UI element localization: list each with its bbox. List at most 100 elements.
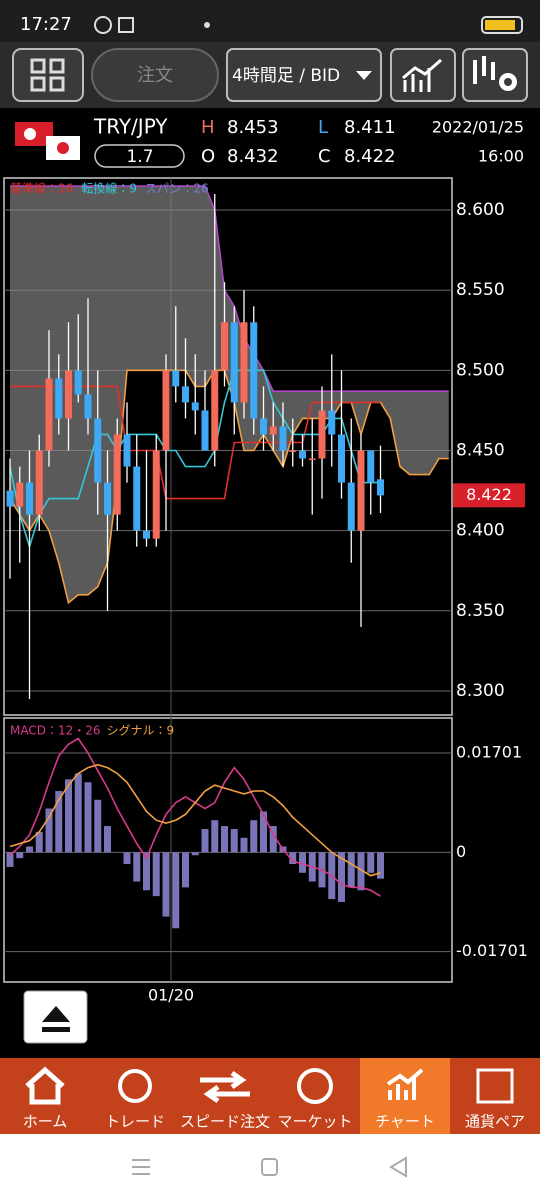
y-tick-label: -0.01701: [456, 941, 528, 960]
histogram-bar: [55, 791, 63, 853]
candle-body: [45, 378, 53, 451]
histogram-bar: [299, 852, 306, 873]
candle-body: [152, 450, 160, 539]
histogram-bar: [191, 852, 199, 856]
histogram-bar: [250, 820, 258, 853]
date: 2022/01/25: [432, 118, 524, 137]
histogram-bar: [367, 852, 375, 873]
legend-entry: 基準線：26: [10, 181, 73, 196]
chart-icon: [402, 58, 442, 92]
candle-body: [289, 450, 297, 453]
histogram-bar: [6, 852, 14, 867]
eject-icon: [42, 1006, 70, 1032]
histogram-bar: [16, 852, 24, 859]
timeframe-select[interactable]: [226, 48, 382, 102]
y-tick-label: 8.400: [456, 521, 505, 541]
histogram-bar: [104, 826, 111, 853]
flag-try-crescent: [24, 128, 36, 140]
nav-label: トレード: [105, 1113, 165, 1131]
flag-jpy-sun: [57, 142, 69, 154]
histogram-bar: [201, 828, 209, 853]
histogram-bar: [260, 811, 267, 853]
close-label: C: [318, 146, 331, 167]
y-tick-label: 0: [456, 842, 466, 861]
histogram-bar: [74, 773, 82, 853]
current-price-label: 8.422: [466, 485, 512, 504]
candle-body: [123, 434, 131, 467]
y-tick-label: 8.300: [456, 681, 505, 701]
candle-body: [133, 466, 141, 531]
candle-body: [279, 426, 287, 451]
histogram-bar: [65, 779, 72, 853]
candle-body: [113, 434, 121, 515]
spread: 1.7: [126, 147, 153, 167]
histogram-bar: [26, 846, 33, 853]
candle-body: [65, 370, 72, 419]
grid-icon: [30, 58, 65, 92]
histogram-bar: [123, 852, 131, 865]
low: 8.411: [344, 117, 396, 138]
candle-body: [182, 386, 189, 403]
current-price-box: [453, 483, 525, 508]
nav-label: ホーム: [23, 1113, 68, 1131]
candle-body: [328, 410, 336, 435]
candle-body: [94, 418, 102, 483]
histogram-bar: [338, 852, 345, 902]
candle-body: [221, 322, 228, 371]
nav-label: チャート: [375, 1113, 435, 1131]
status-time: 17:27: [20, 14, 72, 35]
high-label: H: [201, 117, 215, 138]
histogram-bar: [172, 852, 180, 929]
candle-body: [162, 370, 170, 451]
close: 8.422: [344, 146, 396, 167]
chart-type-button[interactable]: [390, 48, 456, 102]
candle-body: [338, 434, 345, 483]
low-label: L: [318, 117, 328, 138]
y-tick-label: 8.350: [456, 601, 505, 621]
cloud-fill: [10, 186, 449, 603]
pair: TRY/JPY: [93, 115, 168, 139]
spread-box: [94, 144, 185, 168]
candle-body: [74, 370, 82, 395]
candle-body: [143, 530, 150, 539]
y-tick-label: 8.600: [456, 200, 505, 220]
y-tick-label: 8.450: [456, 441, 505, 461]
candle-body: [84, 394, 92, 419]
status-icons: [94, 16, 523, 34]
histogram-bar: [357, 852, 365, 891]
high: 8.453: [227, 117, 279, 138]
histogram-bar: [35, 831, 43, 853]
candle-body: [172, 370, 180, 387]
nav-label: マーケット: [277, 1113, 352, 1131]
candle-body: [240, 322, 248, 403]
histogram-bar: [240, 837, 248, 853]
histogram-bar: [211, 820, 219, 853]
candle-body: [16, 482, 24, 507]
histogram-bar: [133, 852, 141, 882]
status-bar: [0, 0, 540, 42]
histogram-bar: [84, 782, 92, 853]
legend-entry: シグナル：9: [107, 724, 175, 738]
histogram-bar: [377, 852, 384, 879]
candle-body: [367, 450, 375, 483]
histogram-bar: [230, 828, 238, 853]
order-button[interactable]: [91, 48, 219, 102]
candle-body: [26, 482, 33, 515]
candle-body: [104, 482, 111, 515]
legend-entry: MACD：12・26: [10, 724, 101, 738]
histogram-bar: [289, 852, 297, 865]
candle-body: [201, 410, 209, 451]
candle-body: [35, 450, 43, 515]
nav-icons: [25, 1066, 514, 1105]
y-tick-label: 8.550: [456, 280, 505, 300]
menu-button[interactable]: [12, 48, 84, 102]
legend-entry: 転換線：9: [81, 181, 137, 196]
candle-body: [347, 482, 355, 531]
candle-body: [250, 322, 258, 419]
histogram-bar: [221, 826, 228, 853]
candle-body: [308, 458, 316, 461]
candle-body: [260, 418, 267, 435]
histogram-bar: [347, 852, 355, 888]
time: 16:00: [478, 147, 524, 166]
